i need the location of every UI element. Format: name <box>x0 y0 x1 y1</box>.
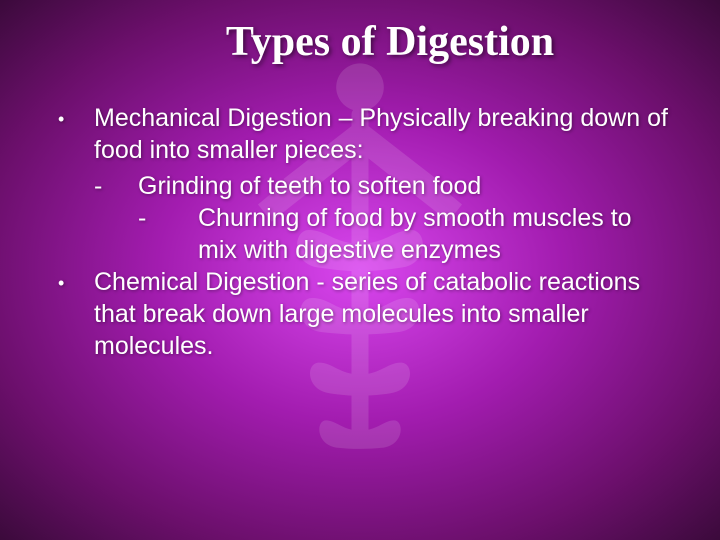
bullet-mark-icon: • <box>50 102 94 166</box>
slide-content: Types of Digestion • Mechanical Digestio… <box>0 0 720 362</box>
slide-body: • Mechanical Digestion – Physically brea… <box>50 102 670 362</box>
dash-mark-icon: - <box>94 170 138 202</box>
dash-mark-icon: - <box>138 202 198 266</box>
subsub-bullet-text: Churning of food by smooth muscles to mi… <box>198 202 670 266</box>
slide-title: Types of Digestion <box>50 18 670 66</box>
subsub-bullet-item: - Churning of food by smooth muscles to … <box>138 202 670 266</box>
sub-bullet-text: Grinding of teeth to soften food <box>138 170 670 202</box>
bullet-mark-icon: • <box>50 266 94 362</box>
bullet-text: Mechanical Digestion – Physically breaki… <box>94 102 670 166</box>
sub-bullet-item: - Grinding of teeth to soften food <box>94 170 670 202</box>
slide: Types of Digestion • Mechanical Digestio… <box>0 0 720 540</box>
bullet-item: • Mechanical Digestion – Physically brea… <box>50 102 670 166</box>
bullet-item: • Chemical Digestion - series of catabol… <box>50 266 670 362</box>
bullet-text: Chemical Digestion - series of catabolic… <box>94 266 670 362</box>
